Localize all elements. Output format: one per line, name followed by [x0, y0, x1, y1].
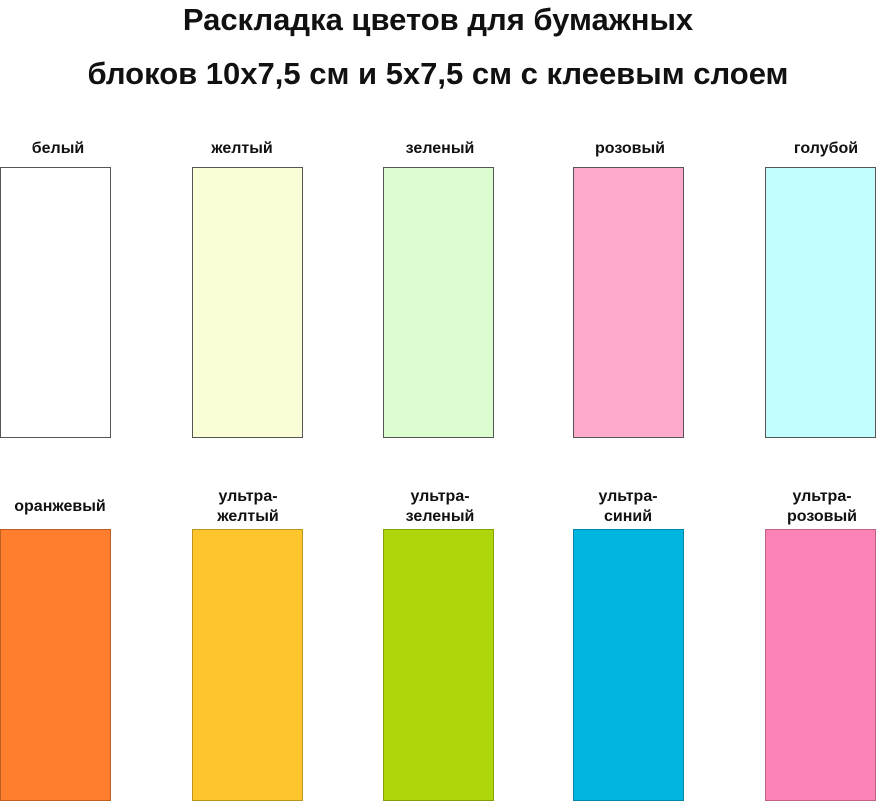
title-line-1: Раскладка цветов для бумажных — [182, 2, 694, 37]
swatch-label: ультра- зеленый — [405, 488, 475, 525]
swatch-label: зеленый — [405, 140, 475, 157]
color-swatch — [0, 167, 111, 438]
color-swatch — [192, 529, 303, 801]
color-swatch — [383, 529, 494, 801]
color-swatch — [573, 167, 684, 438]
color-swatch — [0, 529, 111, 801]
swatch-label: желтый — [211, 140, 273, 157]
color-swatch — [573, 529, 684, 801]
color-swatch — [192, 167, 303, 438]
swatch-label: ультра- синий — [598, 488, 658, 525]
swatch-label: ультра- розовый — [787, 488, 857, 525]
color-swatch — [765, 529, 876, 801]
swatch-label: розовый — [595, 140, 665, 157]
swatch-label: белый — [31, 140, 85, 157]
color-swatch — [765, 167, 876, 438]
swatch-label: ультра- желтый — [217, 488, 279, 525]
color-swatch — [383, 167, 494, 438]
swatch-label: голубой — [793, 140, 859, 157]
title-line-2: блоков 10х7,5 см и 5х7,5 см с клеевым сл… — [87, 56, 789, 91]
swatch-label: оранжевый — [14, 498, 106, 515]
